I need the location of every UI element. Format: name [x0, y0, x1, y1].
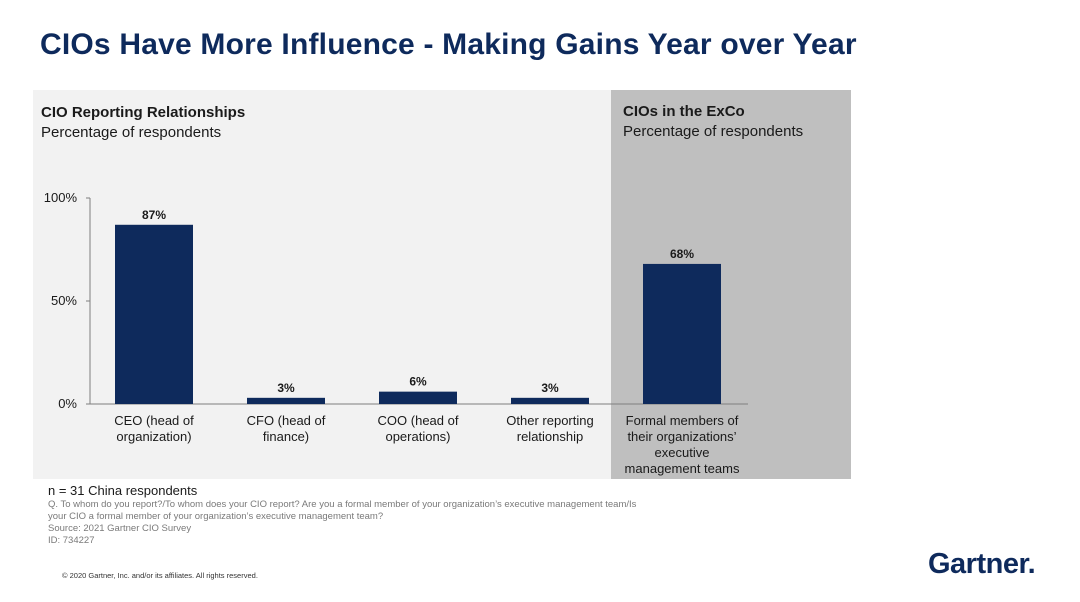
category-label-line: their organizations’	[627, 429, 736, 444]
category-label-line: COO (head of	[378, 413, 459, 428]
source-line: Source: 2021 Gartner CIO Survey	[48, 523, 192, 534]
gartner-logo: Gartner.	[928, 548, 1036, 581]
question-line-1: Q. To whom do you report?/To whom does y…	[48, 499, 637, 510]
category-label: CEO (head of organization)	[114, 413, 194, 444]
question-line-2: your CIO a formal member of your organiz…	[48, 511, 384, 522]
data-label: 3%	[541, 381, 559, 395]
bar	[511, 397, 589, 404]
category-label: COO (head of operations)	[378, 413, 459, 444]
category-label-line: executive	[655, 445, 710, 460]
id-line: ID: 734227	[48, 535, 95, 546]
category-label-line: management teams	[625, 461, 740, 476]
reporting-panel-heading: CIO Reporting Relationships	[41, 104, 246, 121]
category-label-line: CEO (head of	[114, 413, 194, 428]
category-label-line: relationship	[517, 429, 584, 444]
category-label-line: CFO (head of	[247, 413, 326, 428]
slide-title: CIOs Have More Influence - Making Gains …	[40, 28, 857, 61]
category-label-line: finance)	[263, 429, 309, 444]
category-label-line: Formal members of	[626, 413, 739, 428]
sample-size-note: n = 31 China respondents	[48, 483, 198, 498]
data-label: 68%	[670, 247, 694, 261]
bar	[247, 397, 325, 404]
data-label: 3%	[277, 381, 295, 395]
y-tick-label: 100%	[44, 190, 78, 205]
category-label-line: organization)	[116, 429, 191, 444]
bar	[115, 224, 193, 404]
bar	[379, 391, 457, 404]
category-label: CFO (head of finance)	[247, 413, 326, 444]
category-label-line: operations)	[385, 429, 450, 444]
y-tick-label: 50%	[51, 293, 77, 308]
category-label-line: Other reporting	[506, 413, 593, 428]
exco-panel-subheading: Percentage of respondents	[623, 123, 804, 140]
copyright: © 2020 Gartner, Inc. and/or its affiliat…	[62, 571, 258, 580]
logo-mark: .	[1027, 548, 1036, 580]
logo-text: Gartner	[928, 548, 1028, 580]
data-label: 6%	[409, 375, 427, 389]
exco-panel-heading: CIOs in the ExCo	[623, 103, 745, 120]
bar	[643, 263, 721, 404]
y-tick-label: 0%	[58, 396, 77, 411]
category-label: Other reporting relationship	[506, 413, 593, 444]
data-label: 87%	[142, 208, 166, 222]
category-label: Formal members of their organizations’ exe…	[625, 413, 740, 476]
survey-footnote: Q. To whom do you report?/To whom does y…	[48, 499, 708, 547]
reporting-panel-subheading: Percentage of respondents	[41, 124, 222, 141]
